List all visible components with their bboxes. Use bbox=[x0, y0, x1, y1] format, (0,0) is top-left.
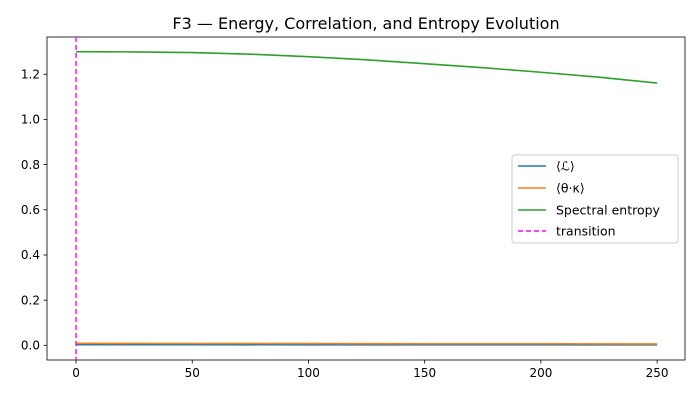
chart-title: F3 — Energy, Correlation, and Entropy Ev… bbox=[172, 14, 559, 33]
y-tick-label: 1.2 bbox=[21, 67, 40, 81]
x-tick-label: 0 bbox=[72, 366, 80, 380]
x-axis: 0 50 100 150 200 250 bbox=[72, 360, 669, 380]
x-tick-label: 150 bbox=[413, 366, 436, 380]
legend-label-L: ⟨ℒ⟩ bbox=[556, 159, 575, 174]
y-tick-label: 0.8 bbox=[21, 158, 40, 172]
x-tick-label: 100 bbox=[297, 366, 320, 380]
legend-box bbox=[511, 154, 679, 244]
y-tick-label: 0.2 bbox=[21, 293, 40, 307]
plot-area-frame bbox=[46, 36, 686, 361]
y-axis: 0.0 0.2 0.4 0.6 0.8 1.0 1.2 bbox=[21, 67, 47, 353]
legend: ⟨ℒ⟩ ⟨θ·κ⟩ Spectral entropy transition bbox=[511, 154, 679, 244]
x-tick-label: 50 bbox=[185, 366, 200, 380]
series-line-theta-kappa bbox=[76, 342, 658, 345]
x-tick-label: 200 bbox=[529, 366, 552, 380]
legend-label-theta-kappa: ⟨θ·κ⟩ bbox=[556, 181, 585, 196]
series-line-spectral-entropy bbox=[76, 50, 658, 84]
y-tick-label: 1.0 bbox=[21, 113, 40, 127]
legend-label-spectral-entropy: Spectral entropy bbox=[556, 203, 661, 218]
legend-label-transition: transition bbox=[556, 224, 616, 239]
y-tick-label: 0.4 bbox=[21, 248, 40, 262]
x-tick-label: 250 bbox=[646, 366, 669, 380]
y-tick-label: 0.0 bbox=[21, 339, 40, 353]
y-tick-label: 0.6 bbox=[21, 203, 40, 217]
series-layer bbox=[75, 37, 658, 360]
